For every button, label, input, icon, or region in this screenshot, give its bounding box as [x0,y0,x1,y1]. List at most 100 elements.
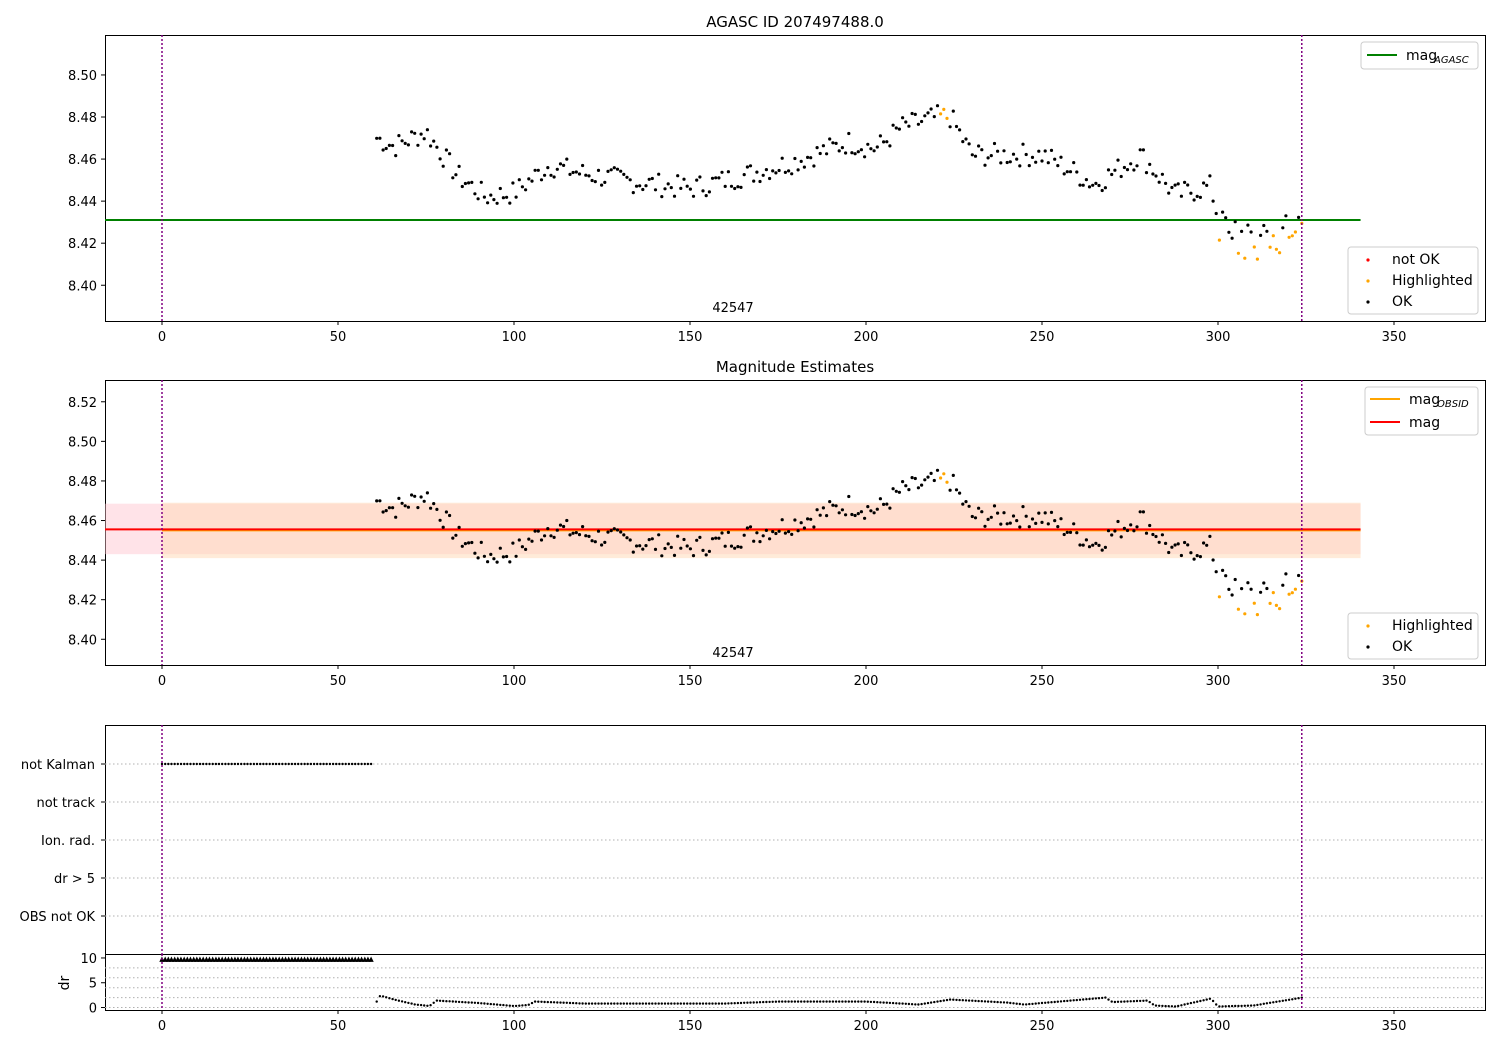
point-ok [476,197,480,201]
point-ok [1106,529,1111,533]
point-ok [1186,543,1190,547]
point-not-kalman [227,762,230,766]
point-ok [486,201,490,205]
point-ok [840,146,845,150]
point-ok [568,172,572,176]
point-ok [520,545,525,549]
point-dr [755,1001,759,1004]
point-dr [1154,1004,1158,1007]
point-ok [815,508,819,512]
point-ok [495,201,499,205]
point-dr [1196,1000,1199,1003]
point-dr [888,1001,892,1005]
point-dr [552,1001,556,1004]
point-ok [463,542,467,546]
point-dr [1120,1000,1123,1003]
point-ok [1053,157,1057,161]
point-dr [945,998,949,1002]
point-dr [575,1002,578,1005]
point-ok [577,172,582,176]
point-ok [603,180,607,184]
point-dr-capped: ▲ [302,955,308,963]
point-ok [1135,525,1139,529]
point-dr [860,1000,863,1003]
point-ok [416,143,420,147]
point-dr [815,1000,819,1003]
point-ok [809,517,813,521]
point-ok [1167,550,1171,555]
point-not-kalman [214,762,218,766]
point-ok [406,143,410,147]
point-ok [1202,541,1206,545]
point-ok [761,173,765,177]
point-ok [688,547,693,551]
point-ok [837,149,841,153]
point-dr [758,1001,762,1004]
point-highlighted [1252,601,1256,605]
point-not-kalman [208,762,211,766]
point-ok [1030,517,1035,521]
point-ok [1205,543,1209,547]
point-ok [400,139,404,143]
point-dr [857,1000,860,1003]
point-ok [669,186,673,190]
point-not-kalman [293,762,297,766]
point-dr-capped: ▲ [232,955,238,963]
point-ok [932,115,936,119]
point-ok [916,122,921,126]
point-dr [1167,1005,1170,1008]
point-ok [1240,587,1244,591]
point-dr-capped: ▲ [349,955,355,963]
point-highlighted [945,480,949,484]
point-dr [619,1002,622,1005]
point-ok [967,142,971,146]
point-ok [961,140,965,144]
point-dr [413,1003,416,1006]
point-highlighted [1293,230,1297,234]
point-ok [663,187,667,191]
point-ok [552,535,556,540]
y-tick-label: 8.44 [68,554,97,569]
point-dr [733,1002,736,1005]
point-ok [904,120,908,124]
point-ok [615,528,620,532]
point-ok [391,506,395,510]
x-tick-label: 150 [678,674,703,689]
point-dr [581,1002,584,1005]
point-ok [736,545,740,549]
point-dr [622,1002,625,1005]
point-ok [802,165,807,169]
point-ok [853,152,857,156]
point-ok [581,525,585,529]
point-highlighted [1293,587,1297,591]
point-ok [983,524,987,528]
point-ok [1110,172,1114,177]
point-ok [1176,182,1180,186]
point-dr [898,1002,901,1005]
point-dr-capped: ▲ [226,955,232,963]
point-ok [1122,165,1126,170]
point-dr [1025,1003,1028,1006]
point-ok [1081,543,1085,547]
point-ok [530,539,534,543]
point-dr [1006,1001,1009,1004]
point-ok [1195,554,1199,558]
point-ok [996,511,1000,515]
point-dr [825,1000,828,1003]
point-dr [467,1001,470,1004]
point-ok [394,515,398,519]
point-ok [1097,543,1101,548]
point-dr-capped: ▲ [359,955,365,963]
point-ok [514,554,518,558]
point-ok [416,506,420,510]
point-dr [844,1000,847,1003]
point-ok [1049,148,1054,152]
point-ok [1189,191,1193,195]
point-dr [1094,997,1098,1000]
point-dr [565,1001,568,1004]
point-dr [872,1000,876,1004]
point-ok [780,518,784,522]
point-ok [916,486,921,490]
point-dr [1218,1005,1221,1008]
point-ok [647,177,651,181]
